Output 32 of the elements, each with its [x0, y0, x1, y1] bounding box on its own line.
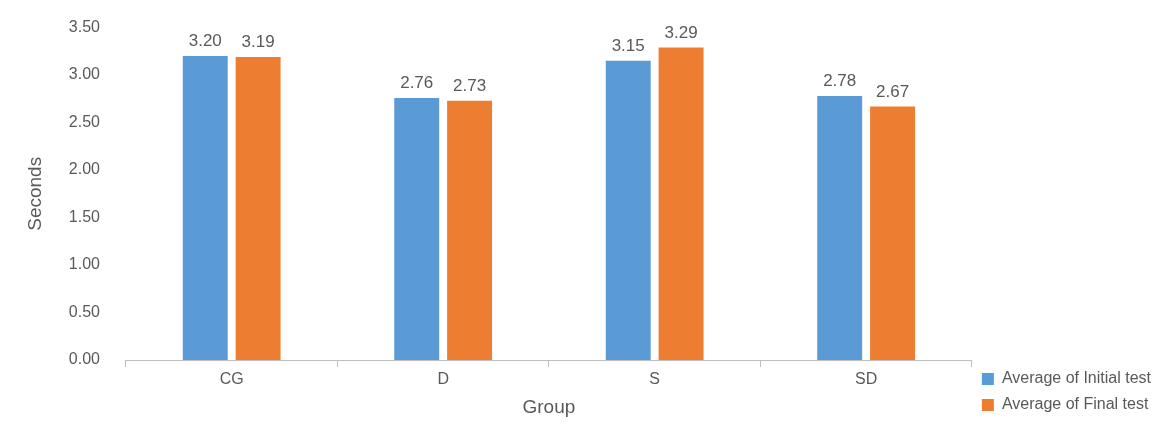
bar [605, 60, 651, 360]
data-label: 3.20 [188, 31, 222, 51]
data-label: 3.29 [664, 22, 698, 42]
bar [182, 56, 228, 360]
data-label: 2.73 [453, 75, 487, 95]
data-label: 2.67 [876, 81, 910, 101]
y-axis-title: Seconds [23, 156, 45, 231]
data-label: 3.15 [611, 36, 645, 56]
y-tick-label: 0.50 [68, 302, 101, 320]
data-label: 2.78 [823, 71, 857, 91]
y-tick-label: 2.00 [68, 160, 101, 178]
bar [447, 100, 493, 360]
bar [394, 97, 440, 360]
bar [235, 57, 281, 360]
y-tick-label: 1.50 [68, 207, 101, 225]
legend-label: Average of Final test [1001, 395, 1149, 413]
data-label: 3.19 [241, 32, 275, 52]
bar [870, 106, 916, 360]
x-tick-label: CG [219, 370, 244, 388]
y-tick-label: 1.00 [68, 255, 101, 273]
y-tick-label: 2.50 [68, 112, 101, 130]
bar [817, 95, 863, 360]
x-tick-label: SD [855, 370, 878, 388]
bar [658, 47, 704, 360]
y-tick-label: 3.50 [68, 18, 101, 36]
x-axis-title: Group [522, 395, 576, 417]
x-tick-label: D [437, 370, 449, 388]
x-tick-label: S [649, 370, 660, 388]
data-label: 2.76 [400, 73, 434, 93]
y-tick-label: 0.00 [68, 350, 101, 368]
legend-label: Average of Initial test [1001, 369, 1152, 387]
y-tick-label: 3.00 [68, 65, 101, 83]
